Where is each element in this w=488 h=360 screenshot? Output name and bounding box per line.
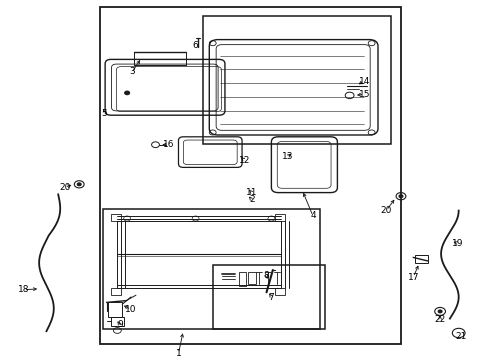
- Bar: [248, 272, 255, 284]
- Bar: [203, 16, 390, 144]
- Text: 17: 17: [407, 273, 418, 282]
- Bar: [111, 317, 123, 326]
- Text: 20: 20: [380, 206, 391, 215]
- Bar: [414, 255, 427, 263]
- Bar: [102, 209, 320, 329]
- Circle shape: [124, 91, 129, 95]
- Bar: [111, 214, 121, 221]
- Text: 2: 2: [248, 195, 254, 204]
- Text: 4: 4: [309, 211, 315, 220]
- Text: 6: 6: [192, 40, 198, 49]
- Text: 1: 1: [175, 349, 181, 358]
- Text: 12: 12: [238, 156, 250, 165]
- Bar: [111, 288, 121, 295]
- Text: 8: 8: [263, 271, 269, 280]
- Text: 10: 10: [125, 305, 137, 314]
- Text: 13: 13: [281, 152, 293, 161]
- Bar: [238, 272, 245, 286]
- Text: 16: 16: [163, 140, 174, 149]
- Bar: [212, 265, 325, 329]
- Circle shape: [77, 183, 81, 186]
- Bar: [274, 288, 284, 295]
- Text: 19: 19: [450, 238, 462, 248]
- Text: 14: 14: [358, 77, 369, 85]
- Circle shape: [398, 195, 402, 198]
- Text: 18: 18: [18, 285, 29, 294]
- Text: 20: 20: [59, 183, 70, 192]
- Text: 7: 7: [268, 292, 274, 302]
- Text: 21: 21: [454, 332, 466, 341]
- Text: 11: 11: [245, 188, 257, 197]
- Bar: [274, 214, 284, 221]
- Circle shape: [437, 310, 441, 313]
- Text: 9: 9: [117, 320, 122, 329]
- Bar: [107, 302, 122, 317]
- Text: 22: 22: [433, 315, 445, 324]
- Text: 5: 5: [101, 109, 106, 118]
- Text: 15: 15: [358, 90, 369, 99]
- Text: 3: 3: [129, 68, 135, 77]
- Bar: [100, 7, 400, 344]
